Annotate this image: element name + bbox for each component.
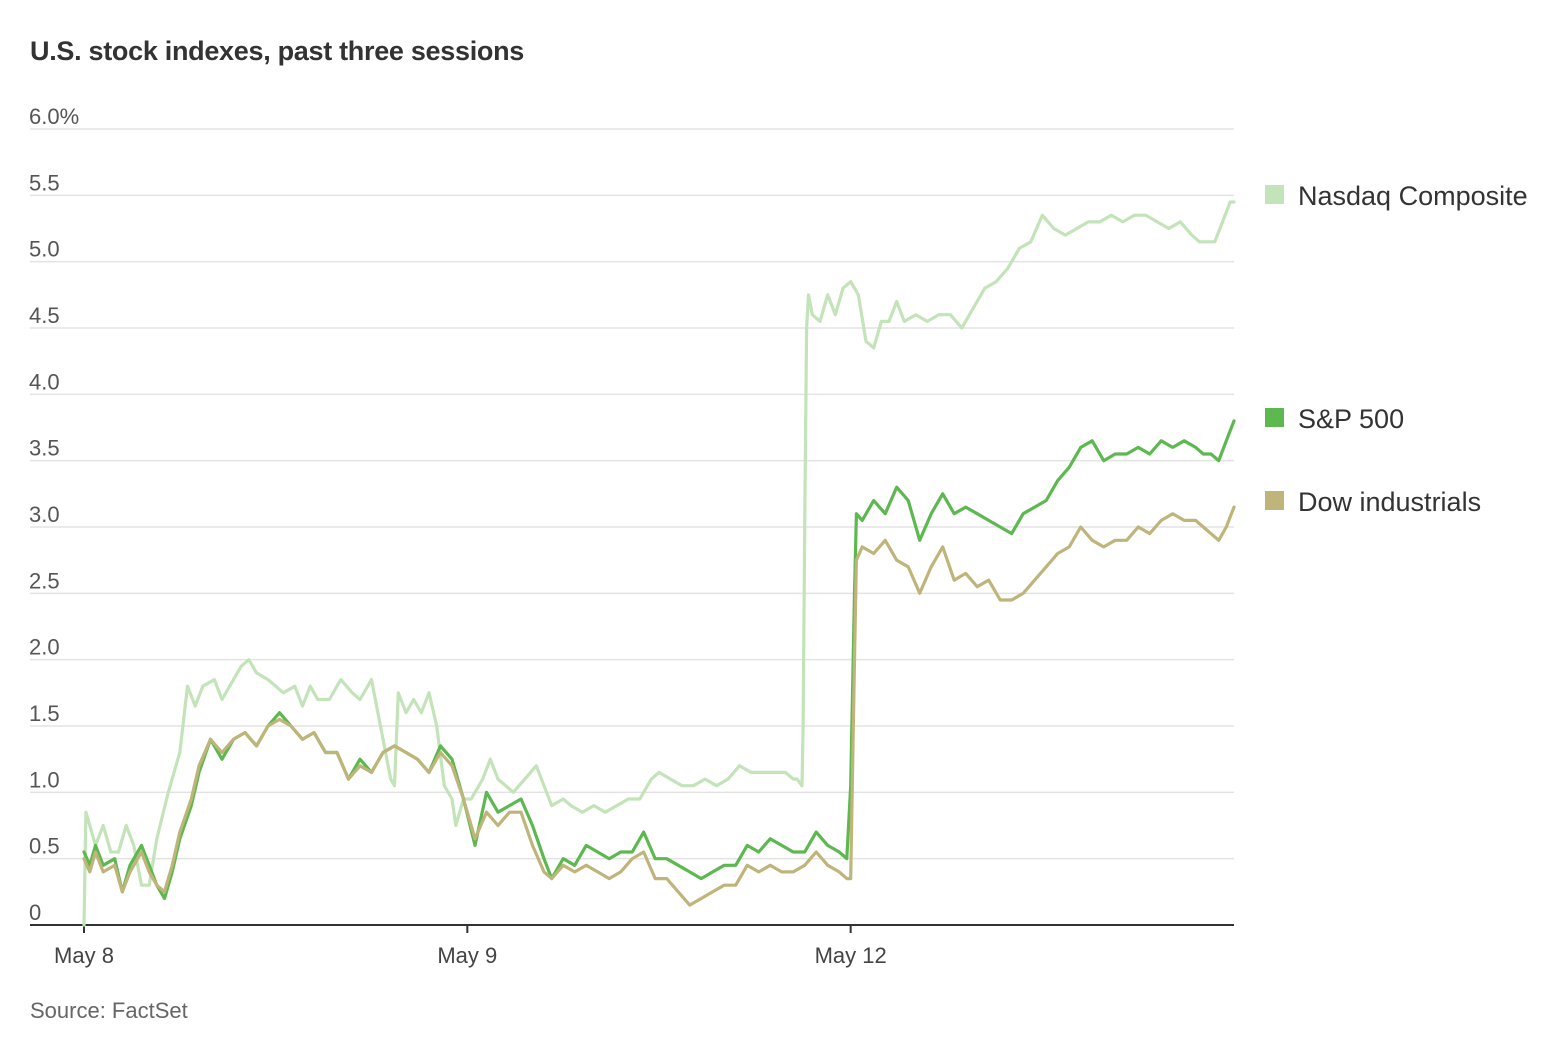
y-tick-label: 5.0 (29, 237, 60, 262)
legend-label-s-p-500: S&P 500 (1298, 404, 1404, 434)
y-tick-label: 2.5 (29, 568, 60, 593)
y-tick-label: 5.5 (29, 170, 60, 195)
legend-label-nasdaq-composite: Nasdaq Composite (1298, 181, 1528, 211)
y-tick-label: 3.5 (29, 436, 60, 461)
legend-swatch-dow-industrials (1265, 491, 1284, 510)
legend-swatch-nasdaq-composite (1265, 185, 1284, 204)
y-tick-label: 4.0 (29, 369, 60, 394)
y-tick-label: 1.5 (29, 701, 60, 726)
series-lines (82, 200, 1236, 927)
series-line-nasdaq-composite (82, 200, 1236, 927)
source-note: Source: FactSet (30, 998, 188, 1023)
x-tick-label: May 8 (54, 943, 114, 968)
y-axis-ticks: 0 0.5 1.0 1.5 2.0 2.5 3.0 3.5 4.0 4.5 5.0 5.5 6.0% (29, 104, 79, 925)
y-tick-label: 1.0 (29, 767, 60, 792)
grid-lines (30, 128, 1234, 860)
y-tick-label: 0.5 (29, 834, 60, 859)
legend: Nasdaq Composite S&P 500 Dow industrials (1265, 181, 1528, 517)
x-tick-label: May 9 (437, 943, 497, 968)
x-axis: May 8 May 9 May 12 (30, 924, 1234, 968)
y-tick-label: 6.0% (29, 104, 79, 129)
y-tick-label: 2.0 (29, 635, 60, 660)
chart-title: U.S. stock indexes, past three sessions (30, 36, 525, 66)
y-tick-label: 3.0 (29, 502, 60, 527)
legend-label-dow-industrials: Dow industrials (1298, 487, 1481, 517)
legend-swatch-s-p-500 (1265, 408, 1284, 427)
y-tick-label: 0 (29, 900, 41, 925)
y-tick-label: 4.5 (29, 303, 60, 328)
series-line-dow-industrials (82, 505, 1236, 907)
x-tick-label: May 12 (815, 943, 887, 968)
